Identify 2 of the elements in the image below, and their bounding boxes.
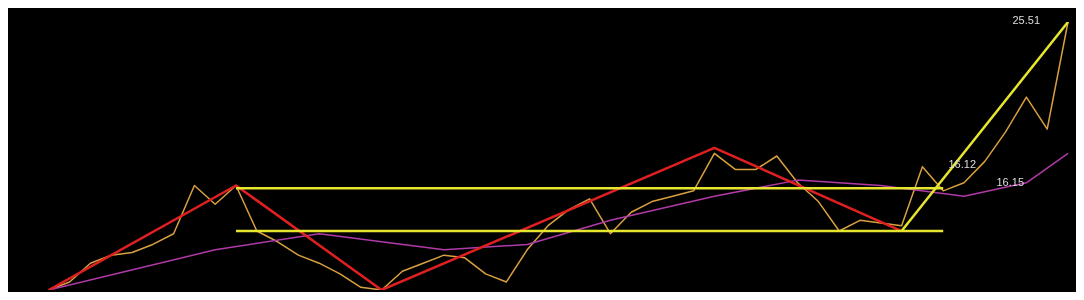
annotation: 25.51 <box>1012 14 1040 26</box>
annotation: 16.15 <box>996 176 1024 188</box>
